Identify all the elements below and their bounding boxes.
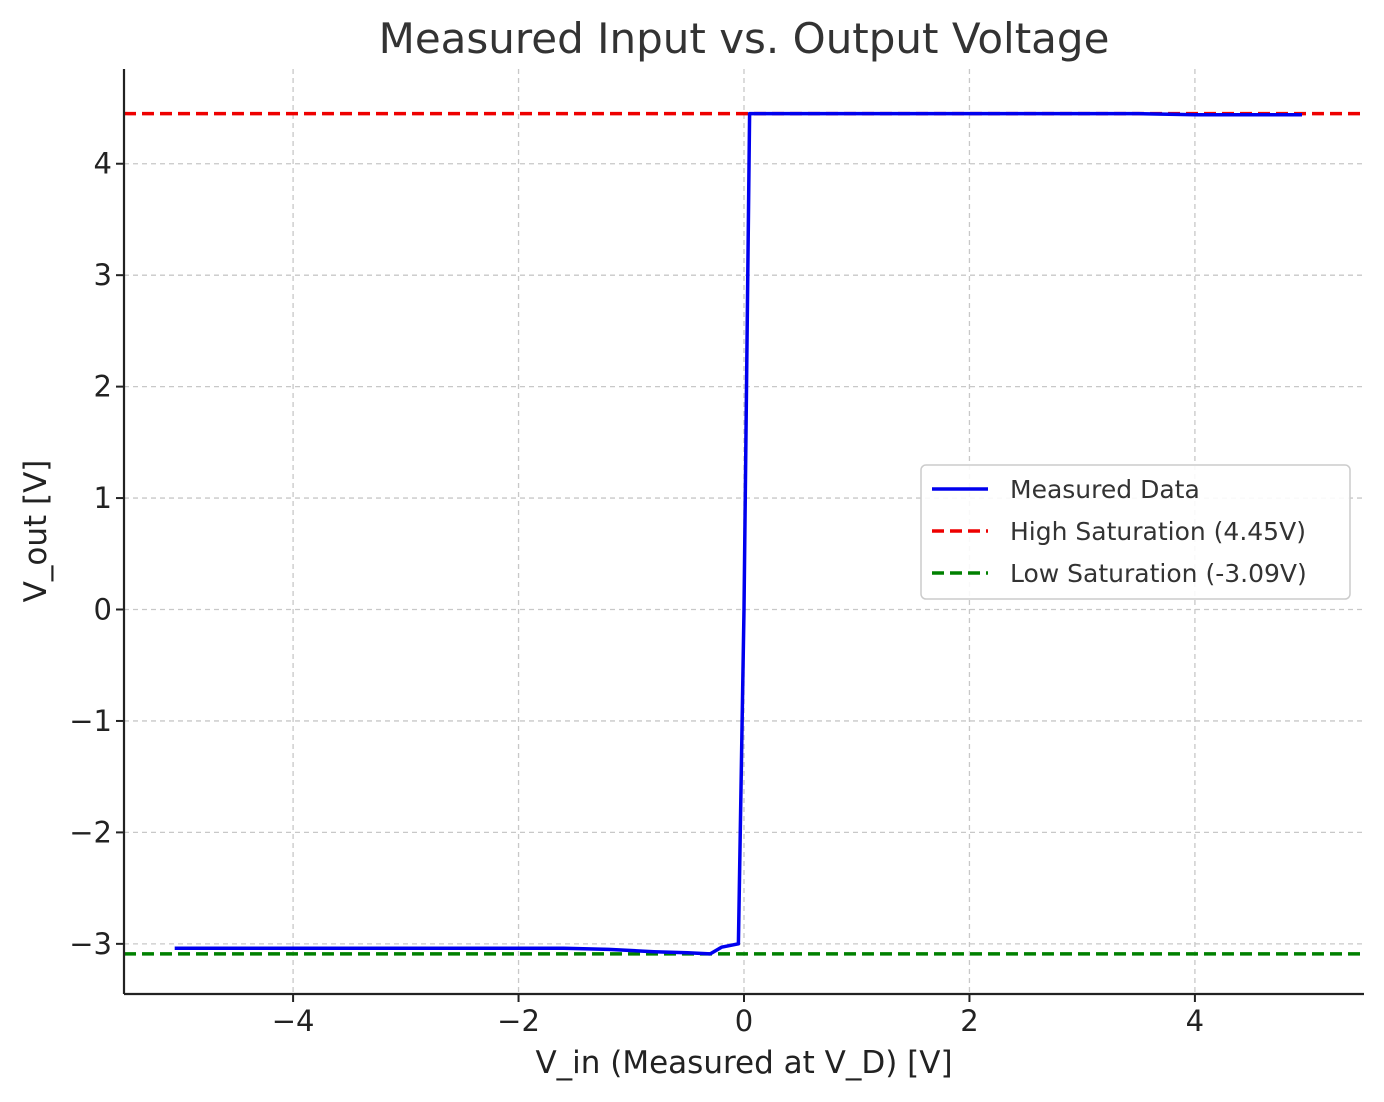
x-tick-label: 4 (1186, 1004, 1204, 1038)
x-tick-label: 2 (960, 1004, 978, 1038)
y-tick-label: 0 (94, 593, 112, 627)
legend-entry-label: Measured Data (1010, 475, 1200, 504)
y-tick-label: −1 (69, 704, 112, 738)
y-axis-label: V_out [V] (18, 460, 54, 603)
y-tick-label: 1 (94, 481, 112, 515)
y-tick-label: 2 (94, 370, 112, 404)
legend: Measured Data High Saturation (4.45V) Low … (920, 464, 1351, 600)
y-axis-ticks: −3 −2 −1 0 1 2 3 4 (69, 147, 124, 961)
x-tick-label: −4 (272, 1004, 315, 1038)
measured-data-line (174, 111, 1302, 956)
legend-frame (920, 464, 1351, 600)
x-axis-ticks: −4 −2 0 2 4 (272, 994, 1204, 1038)
y-tick-label: −3 (69, 927, 112, 961)
legend-entry-label: Low Saturation (-3.09V) (1010, 559, 1307, 588)
legend-entry-label: High Saturation (4.45V) (1010, 517, 1306, 546)
y-tick-label: −2 (69, 815, 112, 849)
chart-title: Measured Input vs. Output Voltage (379, 14, 1110, 63)
y-tick-label: 4 (94, 147, 112, 181)
x-tick-label: −2 (497, 1004, 540, 1038)
y-tick-label: 3 (94, 258, 112, 292)
x-axis-label: V_in (Measured at V_D) [V] (535, 1045, 952, 1081)
x-tick-label: 0 (735, 1004, 753, 1038)
data-series (174, 111, 1302, 956)
